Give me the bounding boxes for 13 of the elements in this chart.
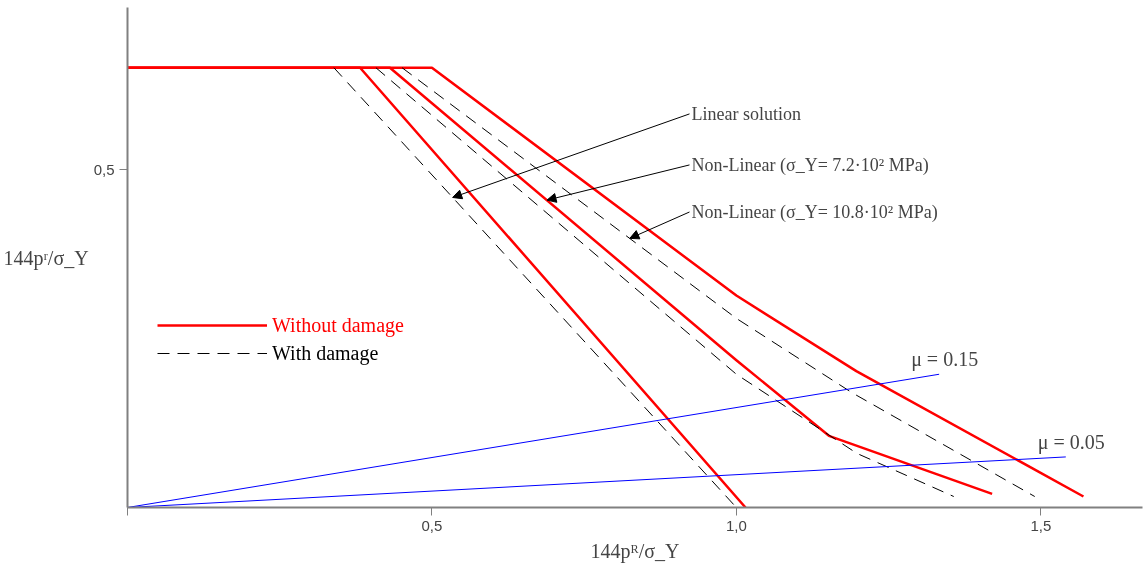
x-tick-label: 1,5 bbox=[1030, 516, 1052, 534]
y-axis-title: 144pʳ/σ_Y bbox=[3, 246, 89, 270]
annotation: Non-Linear (σ_Y= 10.8·10² MPa) bbox=[691, 201, 938, 223]
x-tick-label: 1,0 bbox=[725, 516, 747, 534]
annotation: Linear solution bbox=[691, 103, 801, 124]
annotation: μ = 0.15 bbox=[911, 348, 979, 372]
x-tick-label: 0,5 bbox=[421, 516, 443, 534]
text: 0,5 bbox=[93, 160, 115, 178]
text: Without damage bbox=[272, 313, 404, 337]
x-axis-title: 144pᴿ/σ_Y bbox=[590, 539, 680, 563]
annotation: μ = 0.05 bbox=[1037, 430, 1105, 454]
annotation: Non-Linear (σ_Y= 7.2·10² MPa) bbox=[691, 154, 929, 176]
text: With damage bbox=[272, 341, 379, 365]
